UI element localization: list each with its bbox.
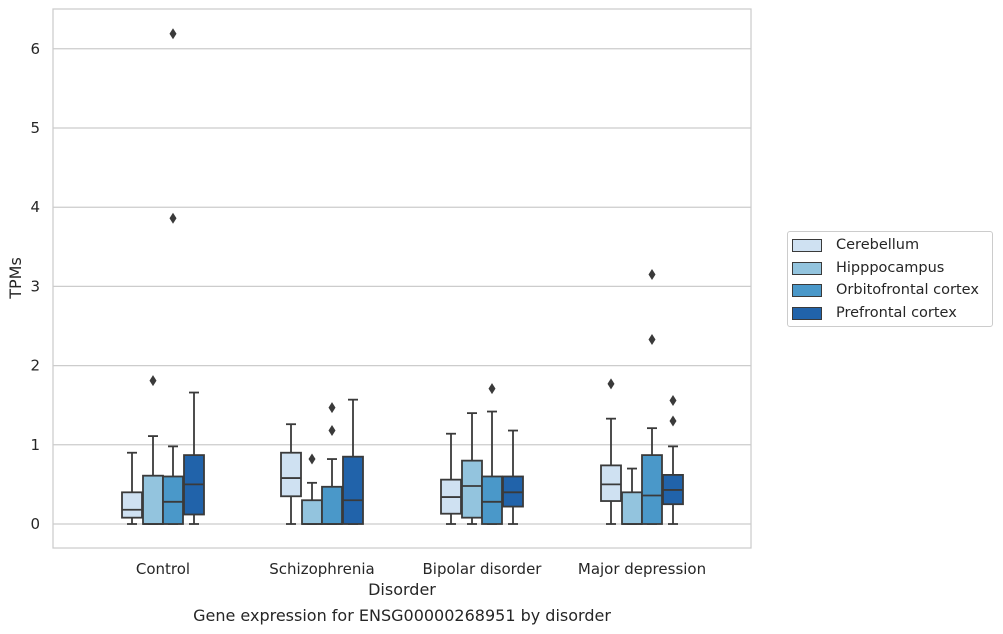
box-plot bbox=[121, 451, 143, 525]
box bbox=[641, 454, 663, 525]
outlier-point bbox=[488, 383, 496, 395]
legend-item: Prefrontal cortex bbox=[792, 303, 957, 323]
box-plot bbox=[481, 383, 503, 525]
y-tick-label: 0 bbox=[30, 515, 40, 533]
legend: Cerebellum Hipppocampus Orbitofrontal co… bbox=[787, 231, 993, 327]
legend-swatch bbox=[792, 238, 822, 252]
outlier-point bbox=[328, 402, 336, 414]
box-plot bbox=[142, 375, 164, 525]
box bbox=[461, 459, 483, 519]
box bbox=[162, 475, 184, 525]
box-plot bbox=[301, 453, 323, 525]
x-tick-label: Bipolar disorder bbox=[423, 560, 543, 578]
legend-label: Orbitofrontal cortex bbox=[836, 282, 979, 298]
legend-item: Hipppocampus bbox=[792, 258, 944, 278]
box-plot bbox=[342, 398, 364, 525]
box-plot bbox=[461, 412, 483, 525]
box bbox=[342, 455, 364, 525]
x-tick-labels: Control Schizophrenia Bipolar disorder Majo… bbox=[136, 560, 706, 578]
box bbox=[600, 464, 622, 502]
y-tick-labels: 0 1 2 3 4 5 6 bbox=[30, 40, 40, 533]
box-plot bbox=[280, 423, 302, 525]
legend-swatch bbox=[792, 261, 822, 275]
legend-label: Cerebellum bbox=[836, 237, 920, 253]
x-tick-label: Control bbox=[136, 560, 190, 578]
y-tick-label: 3 bbox=[30, 277, 40, 295]
legend-swatch bbox=[792, 283, 822, 297]
box-plot bbox=[621, 467, 643, 525]
box-plot bbox=[440, 432, 462, 525]
box bbox=[301, 499, 323, 525]
box-plot bbox=[321, 402, 343, 525]
legend-swatch bbox=[792, 306, 822, 320]
legend-label: Hipppocampus bbox=[836, 260, 945, 276]
x-tick-label: Schizophrenia bbox=[269, 560, 374, 578]
x-tick-label: Major depression bbox=[578, 560, 706, 578]
y-tick-label: 2 bbox=[30, 357, 40, 375]
outlier-point bbox=[169, 212, 177, 224]
box bbox=[121, 491, 143, 519]
box-plots bbox=[121, 28, 684, 525]
outlier-point bbox=[328, 425, 336, 437]
y-axis-label: TPMs bbox=[6, 257, 25, 300]
outlier-point bbox=[669, 415, 677, 427]
legend-item: Cerebellum bbox=[792, 235, 919, 255]
y-tick-label: 6 bbox=[30, 40, 40, 58]
plot-frame bbox=[52, 8, 752, 549]
box-plot bbox=[641, 269, 663, 525]
box-plot bbox=[183, 391, 205, 525]
outlier-point bbox=[669, 394, 677, 406]
outlier-point bbox=[308, 453, 316, 465]
box bbox=[481, 475, 503, 525]
legend-label: Prefrontal cortex bbox=[836, 305, 957, 321]
outlier-point bbox=[149, 375, 157, 387]
y-tick-label: 4 bbox=[30, 198, 40, 216]
figure-caption: Gene expression for ENSG00000268951 by d… bbox=[193, 606, 611, 625]
y-tick-label: 5 bbox=[30, 119, 40, 137]
y-tick-label: 1 bbox=[30, 436, 40, 454]
outlier-point bbox=[607, 378, 615, 390]
box-plot bbox=[662, 394, 684, 525]
box bbox=[621, 491, 643, 525]
outlier-point bbox=[648, 333, 656, 345]
box bbox=[142, 474, 164, 525]
box bbox=[280, 451, 302, 498]
box bbox=[321, 485, 343, 525]
outlier-point bbox=[648, 269, 656, 281]
outlier-point bbox=[169, 28, 177, 40]
legend-item: Orbitofrontal cortex bbox=[792, 280, 979, 300]
box-plot bbox=[600, 378, 622, 525]
box-plot bbox=[502, 429, 524, 525]
gridlines bbox=[53, 48, 751, 525]
x-axis-label: Disorder bbox=[368, 580, 436, 599]
box-plot bbox=[162, 28, 184, 525]
